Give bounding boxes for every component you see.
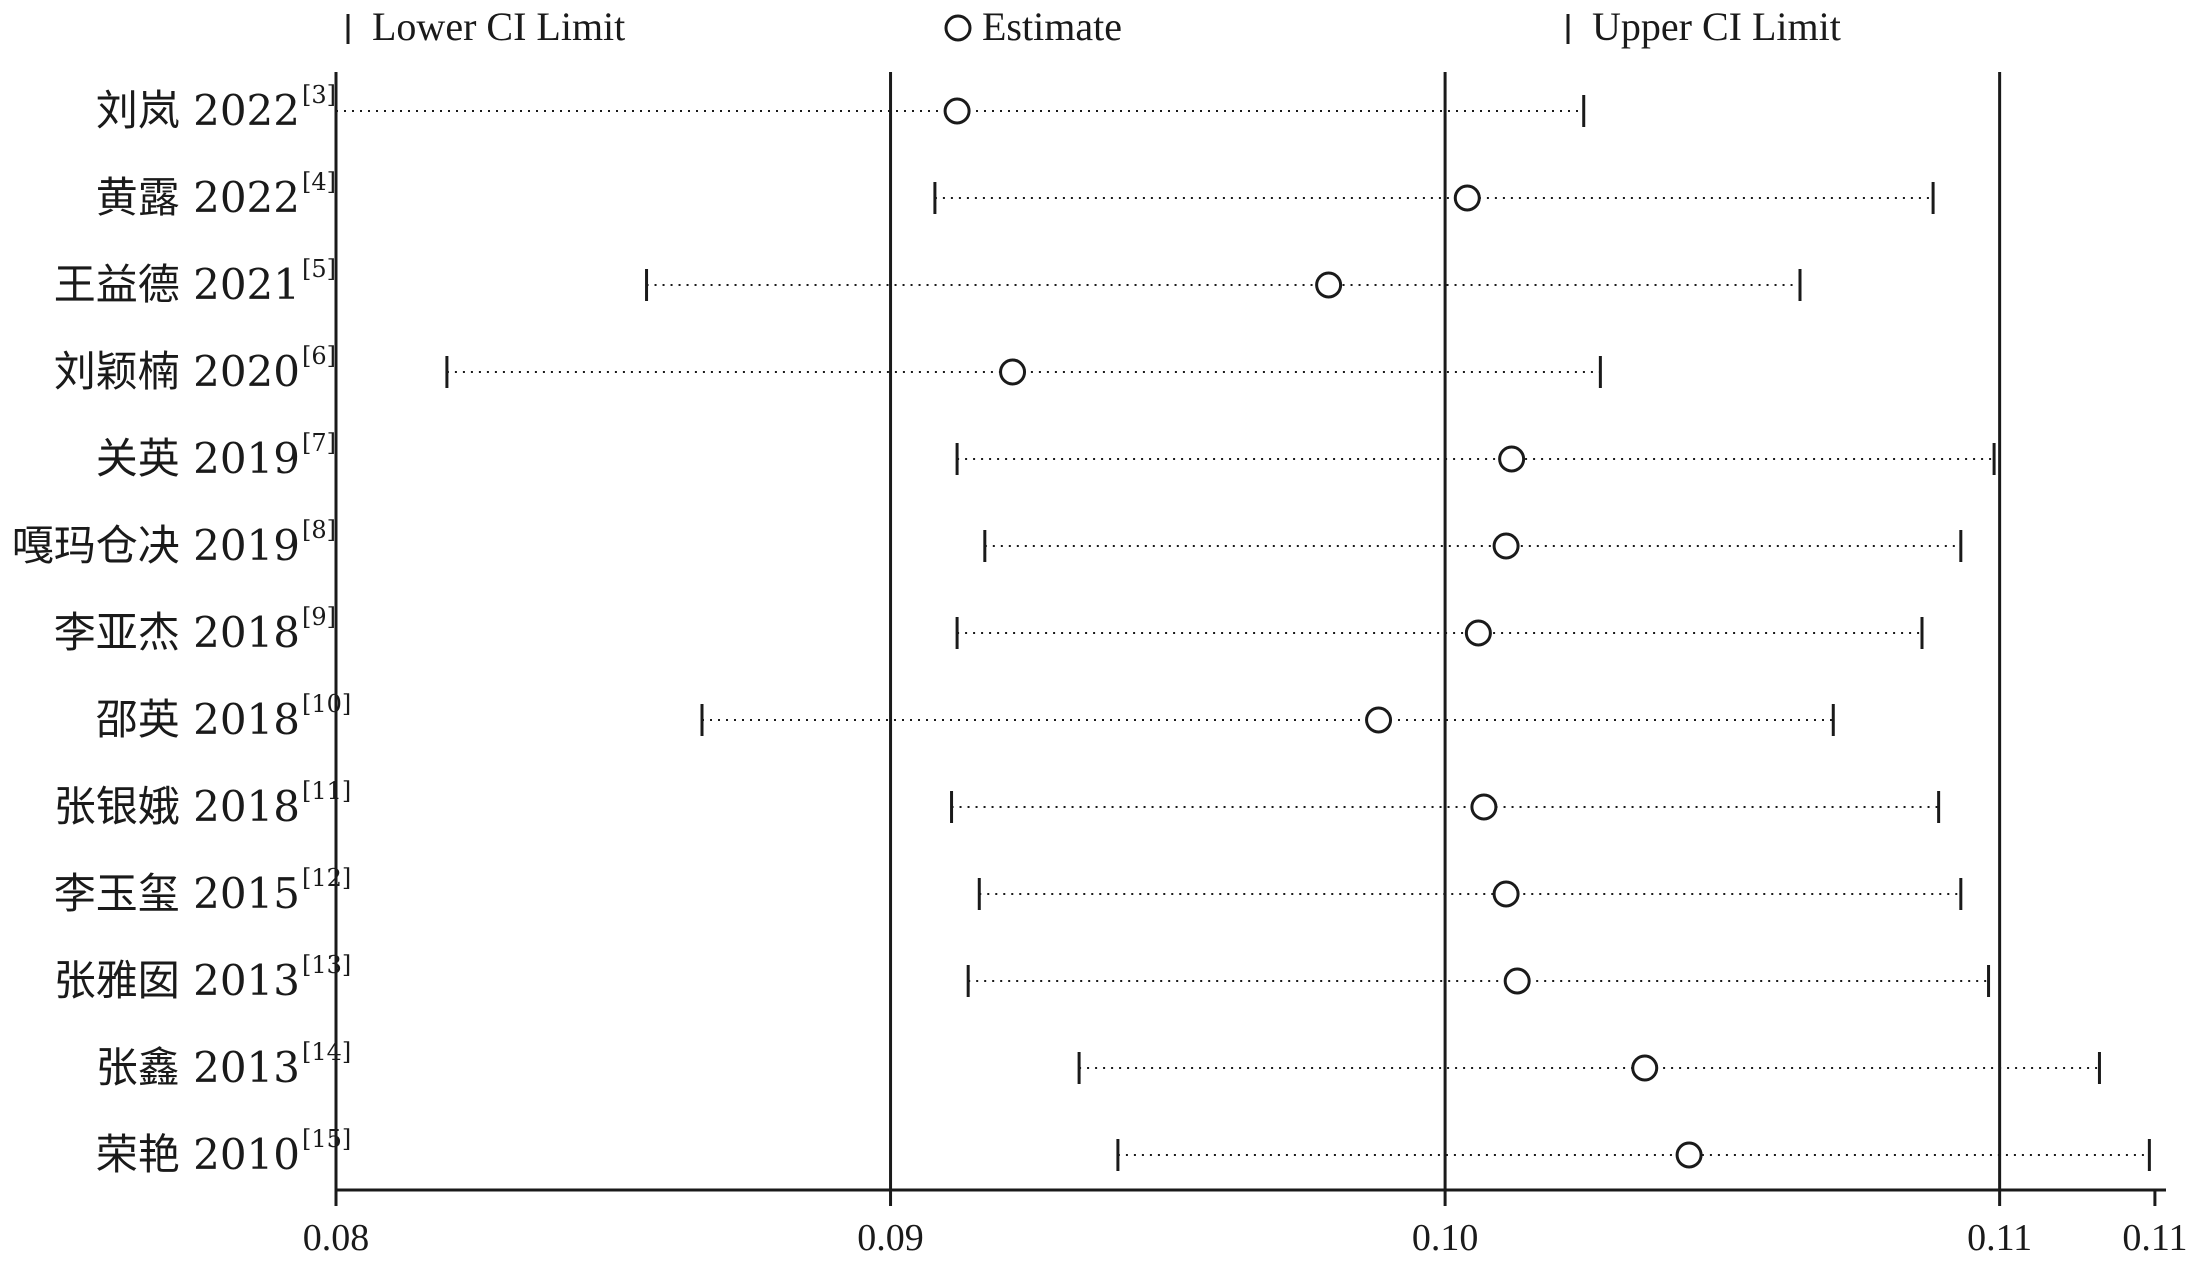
study-name: 黄露 2022 — [96, 173, 300, 222]
legend-label: Estimate — [982, 4, 1122, 49]
study-row: 关英 2019 [7] — [96, 429, 1996, 483]
study-label: 李玉玺 2015 — [54, 869, 300, 918]
legend-label: Upper CI Limit — [1592, 4, 1841, 49]
x-tick-label: 0.08 — [303, 1217, 370, 1259]
study-name: 刘颖楠 2020 — [54, 347, 300, 396]
x-axis: 0.08 0.09 0.10 0.11 0.11 — [303, 1188, 2187, 1259]
study-reference: [4] — [302, 168, 336, 196]
study-name: 李亚杰 2018 — [54, 608, 300, 657]
study-name: 关英 2019 — [96, 434, 300, 483]
legend-entry: Estimate — [944, 4, 1122, 49]
study-reference: [3] — [302, 81, 336, 109]
study-reference: [9] — [302, 603, 336, 631]
estimate-point — [1453, 184, 1481, 212]
study-label: 黄露 2022 — [96, 173, 300, 222]
study-name: 王益德 2021 — [54, 260, 300, 309]
legend-label: Lower CI Limit — [372, 4, 625, 49]
estimate-point — [1498, 445, 1526, 473]
study-name: 荣艳 2010 — [96, 1130, 300, 1179]
study-row: 王益德 2021 [5] — [54, 255, 1802, 309]
study-label: 张鑫 2013 — [96, 1043, 300, 1092]
study-label: 邵英 2018 — [96, 695, 300, 744]
study-row: 张雅囡 2013 [13] — [54, 951, 1991, 1005]
estimate-point — [943, 97, 971, 125]
study-name: 李玉玺 2015 — [54, 869, 300, 918]
study-reference: [11] — [302, 777, 351, 805]
study-name: 张鑫 2013 — [96, 1043, 300, 1092]
study-reference: [5] — [302, 255, 336, 283]
study-reference: [8] — [302, 516, 336, 544]
reference-lines — [334, 72, 2002, 1190]
study-label: 张银娥 2018 — [54, 782, 300, 831]
x-tick-label: 0.11 — [1967, 1217, 2032, 1259]
study-row: 张鑫 2013 [14] — [96, 1038, 2101, 1092]
study-reference: [10] — [302, 690, 351, 718]
study-reference: [13] — [302, 951, 351, 979]
estimate-point — [1675, 1141, 1703, 1169]
legend-entry: Lower CI Limit — [346, 4, 625, 49]
study-label: 荣艳 2010 — [96, 1130, 300, 1179]
study-name: 邵英 2018 — [96, 695, 300, 744]
study-row: 刘岚 2022 [3] — [96, 81, 1586, 135]
x-tick-label: 0.09 — [857, 1217, 924, 1259]
estimate-point — [999, 358, 1027, 386]
study-reference: [15] — [302, 1125, 351, 1153]
estimate-point — [1631, 1054, 1659, 1082]
study-rows: 刘岚 2022 [3]黄露 2022 [4]王益德 2021 [5]刘颖楠 2020[… — [12, 81, 2151, 1179]
estimate-point — [1503, 967, 1531, 995]
study-name: 刘岚 2022 — [96, 86, 300, 135]
study-label: 刘颖楠 2020 — [54, 347, 300, 396]
study-row: 嘎玛仓决 2019 [8] — [12, 516, 1963, 570]
estimate-point — [1464, 619, 1492, 647]
study-reference: [14] — [302, 1038, 351, 1066]
study-label: 刘岚 2022 — [96, 86, 300, 135]
study-label: 嘎玛仓决 2019 — [12, 521, 300, 570]
study-reference: [7] — [302, 429, 336, 457]
estimate-point — [1315, 271, 1343, 299]
study-label: 李亚杰 2018 — [54, 608, 300, 657]
study-name: 张银娥 2018 — [54, 782, 300, 831]
study-row: 李亚杰 2018 [9] — [54, 603, 1924, 657]
study-row: 荣艳 2010 [15] — [96, 1125, 2151, 1179]
study-reference: [12] — [302, 864, 351, 892]
x-tick-label: 0.10 — [1412, 1217, 1479, 1259]
study-row: 黄露 2022 [4] — [96, 168, 1935, 222]
study-reference: [6] — [302, 342, 336, 370]
study-row: 李玉玺 2015 [12] — [54, 864, 1963, 918]
study-label: 关英 2019 — [96, 434, 300, 483]
study-row: 刘颖楠 2020 [6] — [54, 342, 1602, 396]
study-label: 张雅囡 2013 — [54, 956, 300, 1005]
legend-symbol — [944, 14, 972, 42]
estimate-point — [1492, 880, 1520, 908]
estimate-point — [1492, 532, 1520, 560]
study-label: 王益德 2021 — [54, 260, 300, 309]
estimate-point — [1470, 793, 1498, 821]
legend-entry: Upper CI Limit — [1566, 4, 1841, 49]
study-name: 张雅囡 2013 — [54, 956, 300, 1005]
x-tick-label: 0.11 — [2122, 1217, 2187, 1259]
study-row: 张银娥 2018 [11] — [54, 777, 1941, 831]
legend: Lower CI Limit Estimate Upper CI Limit — [346, 4, 1841, 49]
study-row: 邵英 2018 [10] — [96, 690, 1835, 744]
estimate-point — [1365, 706, 1393, 734]
study-name: 嘎玛仓决 2019 — [12, 521, 300, 570]
